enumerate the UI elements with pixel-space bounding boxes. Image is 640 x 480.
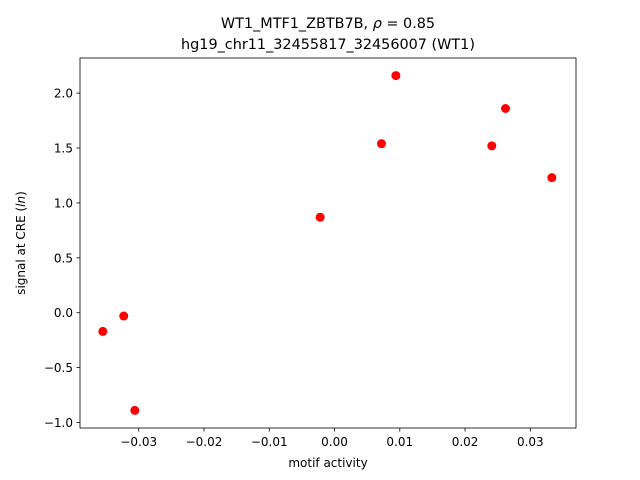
y-tick-label: 0.5 — [54, 251, 73, 265]
y-tick-label: 1.0 — [54, 196, 73, 210]
x-tick-label: −0.02 — [186, 435, 223, 449]
data-point — [130, 405, 140, 415]
y-tick-label: 0.0 — [54, 306, 73, 320]
y-tick-label: 2.0 — [54, 87, 73, 101]
axis-ticks: −0.03 −0.02 −0.01 0.00 0.01 0.02 0.03 −1.0 −0.5 0… — [44, 87, 544, 449]
chart-title-line1: WT1_MTF1_ZBTB7B, ρ = 0.85 — [221, 16, 435, 32]
x-tick-label: 0.01 — [386, 435, 413, 449]
x-axis-label: motif activity — [288, 456, 367, 470]
y-tick-label: −1.0 — [44, 416, 73, 430]
y-axis-label: signal at CRE (ln) — [14, 191, 28, 295]
plot-area-frame — [79, 57, 577, 429]
data-point — [98, 326, 108, 336]
data-point — [547, 173, 557, 183]
data-point — [315, 212, 325, 222]
x-tick-label: 0.00 — [321, 435, 348, 449]
data-point — [377, 139, 387, 149]
data-point — [487, 141, 497, 151]
data-point — [501, 104, 511, 114]
data-point — [391, 71, 401, 81]
y-tick-label: −0.5 — [44, 361, 73, 375]
data-point — [119, 311, 129, 321]
x-tick-label: 0.03 — [517, 435, 544, 449]
chart-title-line2: hg19_chr11_32455817_32456007 (WT1) — [181, 37, 475, 53]
x-tick-label: −0.03 — [120, 435, 157, 449]
y-tick-label: 1.5 — [54, 142, 73, 156]
x-tick-label: 0.02 — [452, 435, 479, 449]
x-tick-label: −0.01 — [251, 435, 288, 449]
data-points — [98, 71, 557, 415]
